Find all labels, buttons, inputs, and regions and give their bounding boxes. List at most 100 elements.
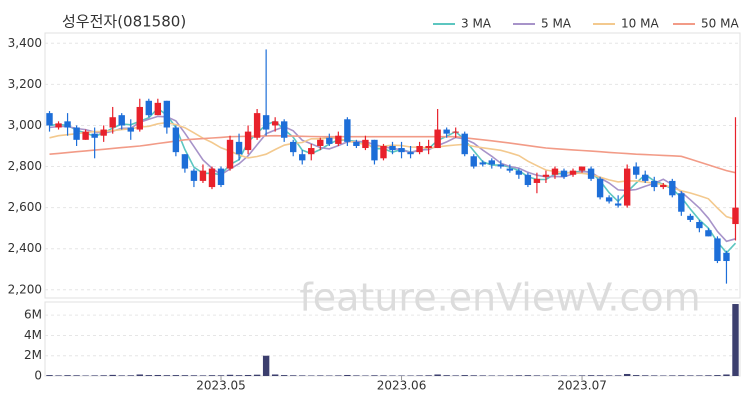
volume-bar xyxy=(425,375,432,376)
volume-bar xyxy=(317,375,324,376)
candle-body xyxy=(136,106,143,130)
candle-body xyxy=(344,119,351,142)
candle-body xyxy=(389,145,396,151)
candle-body xyxy=(172,127,180,153)
volume-bar xyxy=(651,375,658,376)
candle-body xyxy=(181,154,189,169)
volume-bar xyxy=(696,375,703,376)
volume-bar xyxy=(470,375,477,376)
volume-bar xyxy=(344,374,351,376)
candle-body xyxy=(91,133,98,138)
volume-bar xyxy=(723,374,730,376)
volume-bar xyxy=(371,375,378,376)
candle-body xyxy=(271,121,279,126)
volume-bar xyxy=(109,374,116,376)
candle-body xyxy=(371,139,378,161)
volume-bar xyxy=(488,375,495,376)
volume-bar xyxy=(82,375,89,376)
candle-body xyxy=(669,180,676,196)
volume-bar xyxy=(290,375,297,376)
volume-bar xyxy=(55,375,62,376)
candle-body xyxy=(560,170,568,177)
volume-bar xyxy=(389,375,396,376)
candle-body xyxy=(479,162,486,165)
volume-bar xyxy=(551,375,559,376)
volume-bar xyxy=(660,375,667,376)
volume-bar xyxy=(398,375,405,376)
volume-bar xyxy=(524,375,532,376)
volume-bar xyxy=(705,375,712,376)
legend-label: 5 MA xyxy=(541,17,572,31)
candle-body xyxy=(461,133,468,155)
candle-body xyxy=(335,135,342,144)
candle-body xyxy=(262,115,270,130)
candle-body xyxy=(199,170,207,181)
candle-body xyxy=(551,168,559,175)
candle-body xyxy=(280,121,288,138)
volume-bar xyxy=(64,375,71,376)
candle-body xyxy=(660,185,667,188)
y-tick-label: 2,400 xyxy=(8,241,42,255)
watermark: feature.enViewV.com xyxy=(299,276,700,320)
candle-body xyxy=(497,164,505,167)
ma-line xyxy=(49,134,736,174)
volume-tick-label: 2M xyxy=(24,348,42,362)
candle-body xyxy=(434,129,441,149)
volume-bar xyxy=(46,375,53,376)
candle-body xyxy=(524,174,532,186)
candle-body xyxy=(642,174,649,181)
volume-bar xyxy=(163,375,171,376)
volume-tick-label: 4M xyxy=(24,328,42,342)
volume-tick-label: 0 xyxy=(34,369,42,383)
candle-body xyxy=(82,131,89,140)
candle-body xyxy=(605,197,613,202)
candle-body xyxy=(55,123,62,128)
candle-body xyxy=(317,139,324,146)
volume-bar xyxy=(253,374,261,376)
candle-body xyxy=(208,168,216,188)
y-tick-label: 2,600 xyxy=(8,200,42,214)
volume-bar xyxy=(506,375,514,376)
candle-body xyxy=(145,100,152,116)
volume-bar xyxy=(560,375,568,376)
candle-body xyxy=(299,154,306,161)
volume-bar xyxy=(262,355,270,376)
candle-body xyxy=(398,148,405,153)
candle-body xyxy=(64,121,71,128)
volume-bar xyxy=(714,375,721,376)
candle-body xyxy=(118,115,125,126)
volume-bar xyxy=(497,375,505,376)
volume-bar xyxy=(280,375,288,376)
candle-body xyxy=(109,117,116,128)
candle-body xyxy=(253,113,261,138)
volume-bar xyxy=(73,375,80,376)
volume-bar xyxy=(190,375,198,376)
volume-bar xyxy=(145,375,152,376)
candle-body xyxy=(353,141,360,146)
volume-bar xyxy=(479,375,486,376)
volume-bar xyxy=(434,374,441,376)
volume-bar xyxy=(416,375,423,376)
volume-bar xyxy=(642,375,649,376)
volume-bar xyxy=(271,374,279,376)
volume-bar xyxy=(235,375,243,376)
candle-body xyxy=(154,102,162,116)
volume-bar xyxy=(542,375,550,376)
volume-bar xyxy=(172,375,180,376)
volume-bar xyxy=(687,375,694,376)
volume-bar xyxy=(578,375,586,376)
candle-body xyxy=(533,178,541,183)
y-tick-label: 3,000 xyxy=(8,118,42,132)
candle-body xyxy=(244,131,252,151)
candle-body xyxy=(127,127,134,132)
candle-body xyxy=(290,141,297,153)
candle-body xyxy=(633,166,640,175)
candle-body xyxy=(614,203,622,206)
candle-body xyxy=(596,178,604,198)
candle-body xyxy=(488,160,495,165)
candle-body xyxy=(578,166,586,171)
volume-bar xyxy=(326,375,333,376)
candle-body xyxy=(732,207,739,225)
y-tick-label: 3,400 xyxy=(8,36,42,50)
candle-body xyxy=(696,221,703,229)
